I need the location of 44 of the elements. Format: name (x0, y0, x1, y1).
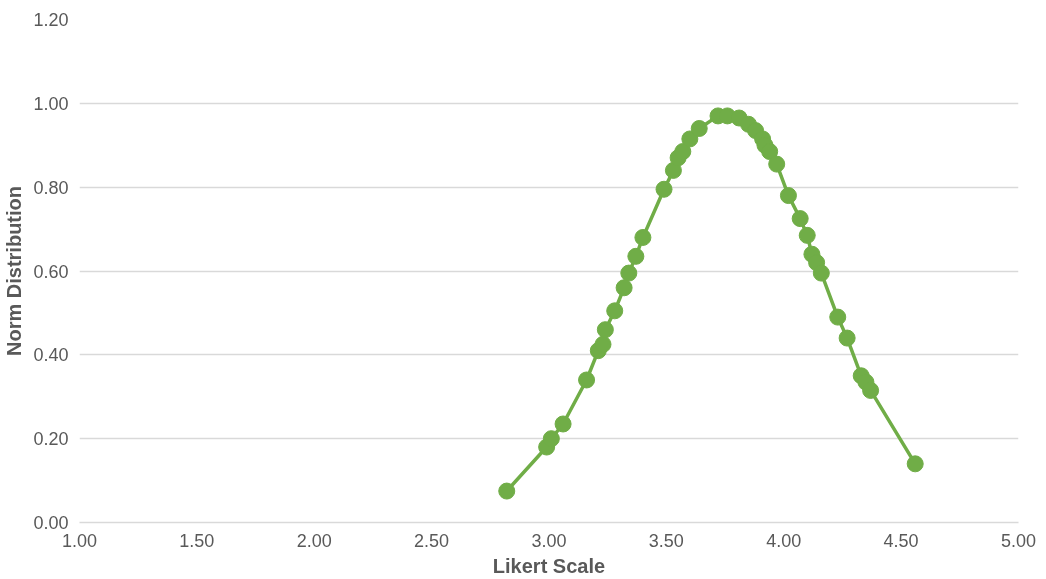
x-tick-label: 3.50 (648, 530, 684, 551)
point (906, 455, 924, 473)
y-tick-label: 0.40 (33, 345, 69, 366)
point (542, 430, 560, 448)
point (627, 247, 645, 265)
x-tick-label: 4.00 (766, 530, 802, 551)
x-tick-label: 1.00 (61, 530, 98, 551)
y-tick-label: 0.60 (33, 261, 69, 282)
y-tick-label: 0.00 (33, 513, 69, 533)
point (615, 279, 633, 297)
point (596, 321, 614, 339)
y-tick-label: 1.00 (33, 93, 69, 114)
x-tick-label: 5.00 (1000, 530, 1037, 551)
point (664, 161, 682, 179)
point (768, 155, 786, 173)
x-tick-label: 1.50 (179, 530, 215, 551)
point (498, 482, 516, 500)
point (798, 226, 816, 244)
y-tick-label: 0.20 (33, 429, 69, 450)
x-tick-label: 2.50 (414, 530, 450, 551)
point (620, 264, 638, 282)
x-axis-title: Likert Scale (492, 554, 606, 577)
y-tick-label: 1.20 (33, 10, 69, 30)
point (634, 228, 652, 246)
point (606, 302, 624, 320)
x-tick-label: 3.00 (531, 530, 567, 551)
point (779, 187, 797, 205)
point (655, 180, 673, 198)
x-tick-label: 2.00 (296, 530, 332, 551)
point (681, 130, 699, 148)
point (829, 308, 847, 326)
x-tick-label: 4.50 (883, 530, 919, 551)
point (554, 415, 572, 433)
point (862, 381, 880, 399)
point (812, 264, 830, 282)
point (594, 335, 612, 353)
point (690, 120, 708, 137)
point (761, 143, 779, 161)
point (838, 329, 856, 347)
point (578, 371, 596, 389)
point (791, 210, 809, 228)
y-axis-title: Norm Distribution (3, 186, 26, 356)
point (674, 143, 692, 161)
y-tick-label: 0.80 (33, 177, 69, 198)
